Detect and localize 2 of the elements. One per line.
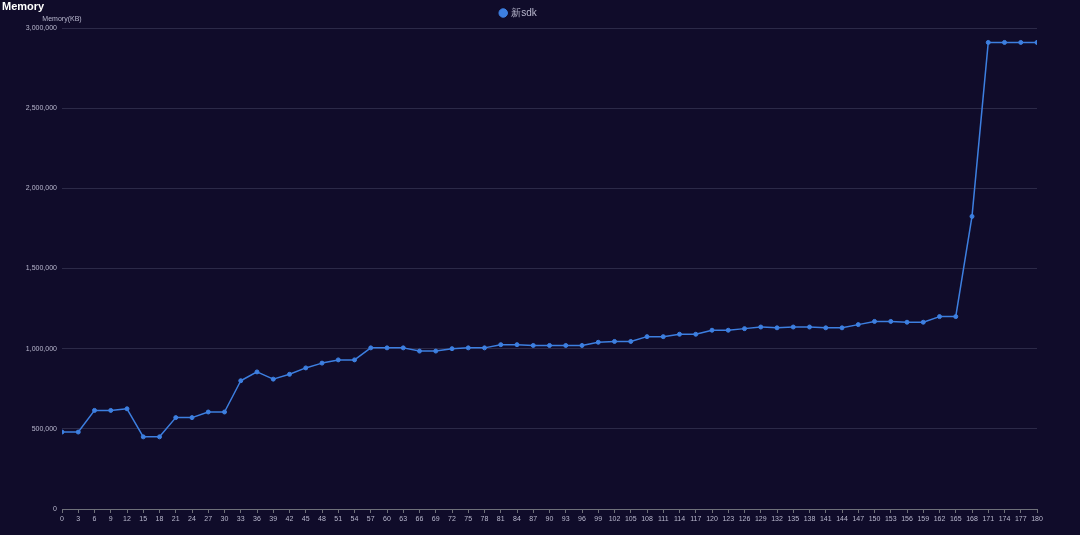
legend-label: 新sdk xyxy=(511,6,538,18)
chart-title: Memory xyxy=(2,0,46,12)
